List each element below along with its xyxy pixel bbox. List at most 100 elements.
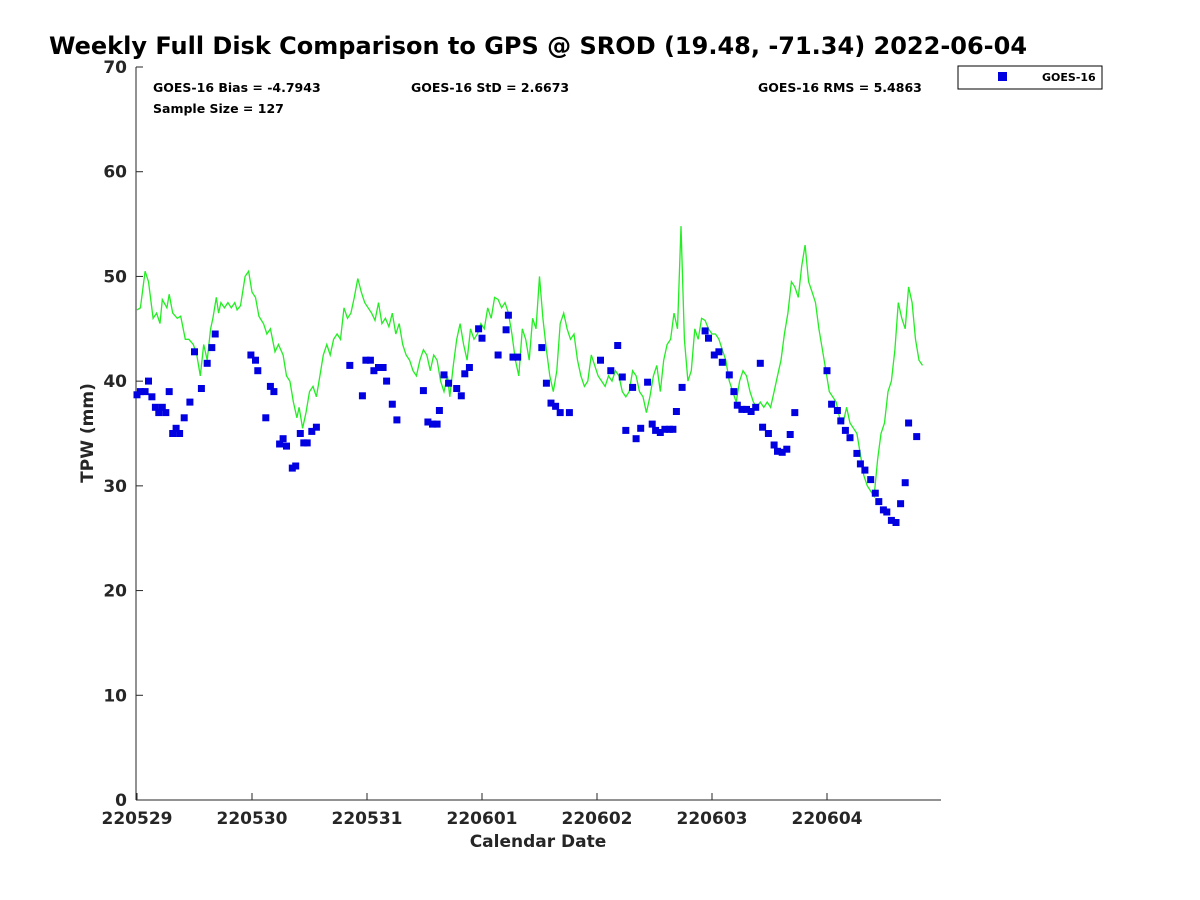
goes16-point <box>828 400 836 408</box>
goes16-point <box>165 388 173 396</box>
x-axis-label: Calendar Date <box>470 832 607 852</box>
x-tick-label: 220602 <box>562 809 633 829</box>
goes16-point <box>375 364 382 371</box>
goes16-point <box>362 356 370 364</box>
x-tick-label: 220529 <box>102 809 173 829</box>
goes16-point <box>759 423 767 431</box>
goes16-point <box>262 414 270 422</box>
goes16-point <box>465 364 473 371</box>
goes16-point <box>913 433 921 441</box>
std-stat: GOES-16 StD = 2.6673 <box>411 80 569 95</box>
goes16-point <box>211 330 219 338</box>
goes16-point <box>725 371 733 379</box>
goes16-point <box>283 442 290 450</box>
x-tick-label: 220531 <box>332 809 403 829</box>
goes16-point <box>457 392 465 400</box>
goes16-point <box>764 430 772 437</box>
goes16-point <box>538 344 546 352</box>
goes16-point <box>388 400 396 408</box>
goes16-point <box>547 399 555 407</box>
goes16-point <box>837 417 845 425</box>
goes16-point <box>875 498 883 506</box>
x-tick-label: 220604 <box>792 809 863 829</box>
goes16-point <box>494 351 502 359</box>
goes16-point <box>856 460 864 468</box>
goes16-point <box>718 358 726 366</box>
goes16-point <box>678 383 686 391</box>
goes16-point <box>247 351 255 359</box>
goes16-point <box>158 403 166 411</box>
goes16-point <box>656 429 664 436</box>
goes16-point <box>312 423 320 431</box>
goes16-point <box>180 414 188 422</box>
goes16-point <box>622 426 630 434</box>
goes16-point <box>141 388 149 396</box>
x-tick-label: 220603 <box>677 809 748 829</box>
goes16-point <box>905 419 913 427</box>
goes16-point <box>823 367 831 375</box>
goes16-point <box>897 500 905 508</box>
goes16-point <box>176 430 184 437</box>
goes16-point <box>197 385 205 392</box>
x-ticks: 220529 220530 220531 220601 220602 220603 2206… <box>102 793 863 829</box>
y-tick-label: 50 <box>103 267 127 287</box>
bias-stat: GOES-16 Bias = -4.7943 <box>153 80 321 95</box>
goes16-point <box>629 383 637 391</box>
goes16-point <box>710 351 718 359</box>
goes16-point <box>296 430 304 437</box>
goes16-point <box>652 426 660 434</box>
goes16-point <box>644 378 652 386</box>
goes16-points <box>133 311 921 526</box>
goes16-point <box>358 392 366 400</box>
goes16-point <box>172 424 180 432</box>
goes16-point <box>861 466 869 474</box>
y-tick-label: 70 <box>103 58 127 78</box>
y-tick-label: 60 <box>103 163 127 183</box>
goes16-point <box>892 519 900 526</box>
goes16-point <box>514 353 522 361</box>
goes16-point <box>162 409 170 417</box>
goes16-point <box>738 405 746 413</box>
gps-series-line <box>136 226 924 499</box>
goes16-point <box>191 348 198 356</box>
goes16-point <box>648 420 656 428</box>
goes16-point <box>424 418 432 426</box>
goes16-point <box>203 359 211 367</box>
goes16-point <box>887 516 895 524</box>
goes16-point <box>786 431 794 438</box>
goes16-point <box>478 334 486 342</box>
goes16-point <box>148 393 156 401</box>
goes16-point <box>770 441 778 449</box>
goes16-point <box>383 377 391 385</box>
goes16-point <box>556 409 564 417</box>
goes16-point <box>270 388 278 396</box>
goes16-point <box>774 447 781 455</box>
goes16-point <box>597 356 604 364</box>
goes16-point <box>542 379 550 387</box>
goes16-point <box>429 420 436 428</box>
goes16-point <box>254 367 262 375</box>
goes16-point <box>883 508 891 516</box>
goes16-point <box>453 385 461 392</box>
goes16-point <box>867 476 875 484</box>
goes16-point <box>733 401 741 409</box>
goes16-point <box>752 403 760 411</box>
x-tick-label: 220530 <box>217 809 288 829</box>
goes16-point <box>618 373 626 381</box>
goes16-point <box>186 398 194 406</box>
y-tick-label: 40 <box>103 372 127 392</box>
goes16-point <box>783 445 791 453</box>
goes16-point <box>871 489 879 497</box>
rms-stat: GOES-16 RMS = 5.4863 <box>758 80 922 95</box>
goes16-point <box>136 388 144 396</box>
goes16-point <box>756 359 764 367</box>
goes16-point <box>846 434 854 442</box>
y-tick-label: 30 <box>103 477 127 497</box>
goes16-point <box>509 353 517 361</box>
goes16-point <box>705 334 712 342</box>
goes16-point <box>303 439 311 447</box>
y-tick-label: 20 <box>103 582 127 602</box>
goes16-point <box>308 427 316 435</box>
goes16-point <box>433 420 441 428</box>
y-tick-label: 10 <box>103 686 127 706</box>
